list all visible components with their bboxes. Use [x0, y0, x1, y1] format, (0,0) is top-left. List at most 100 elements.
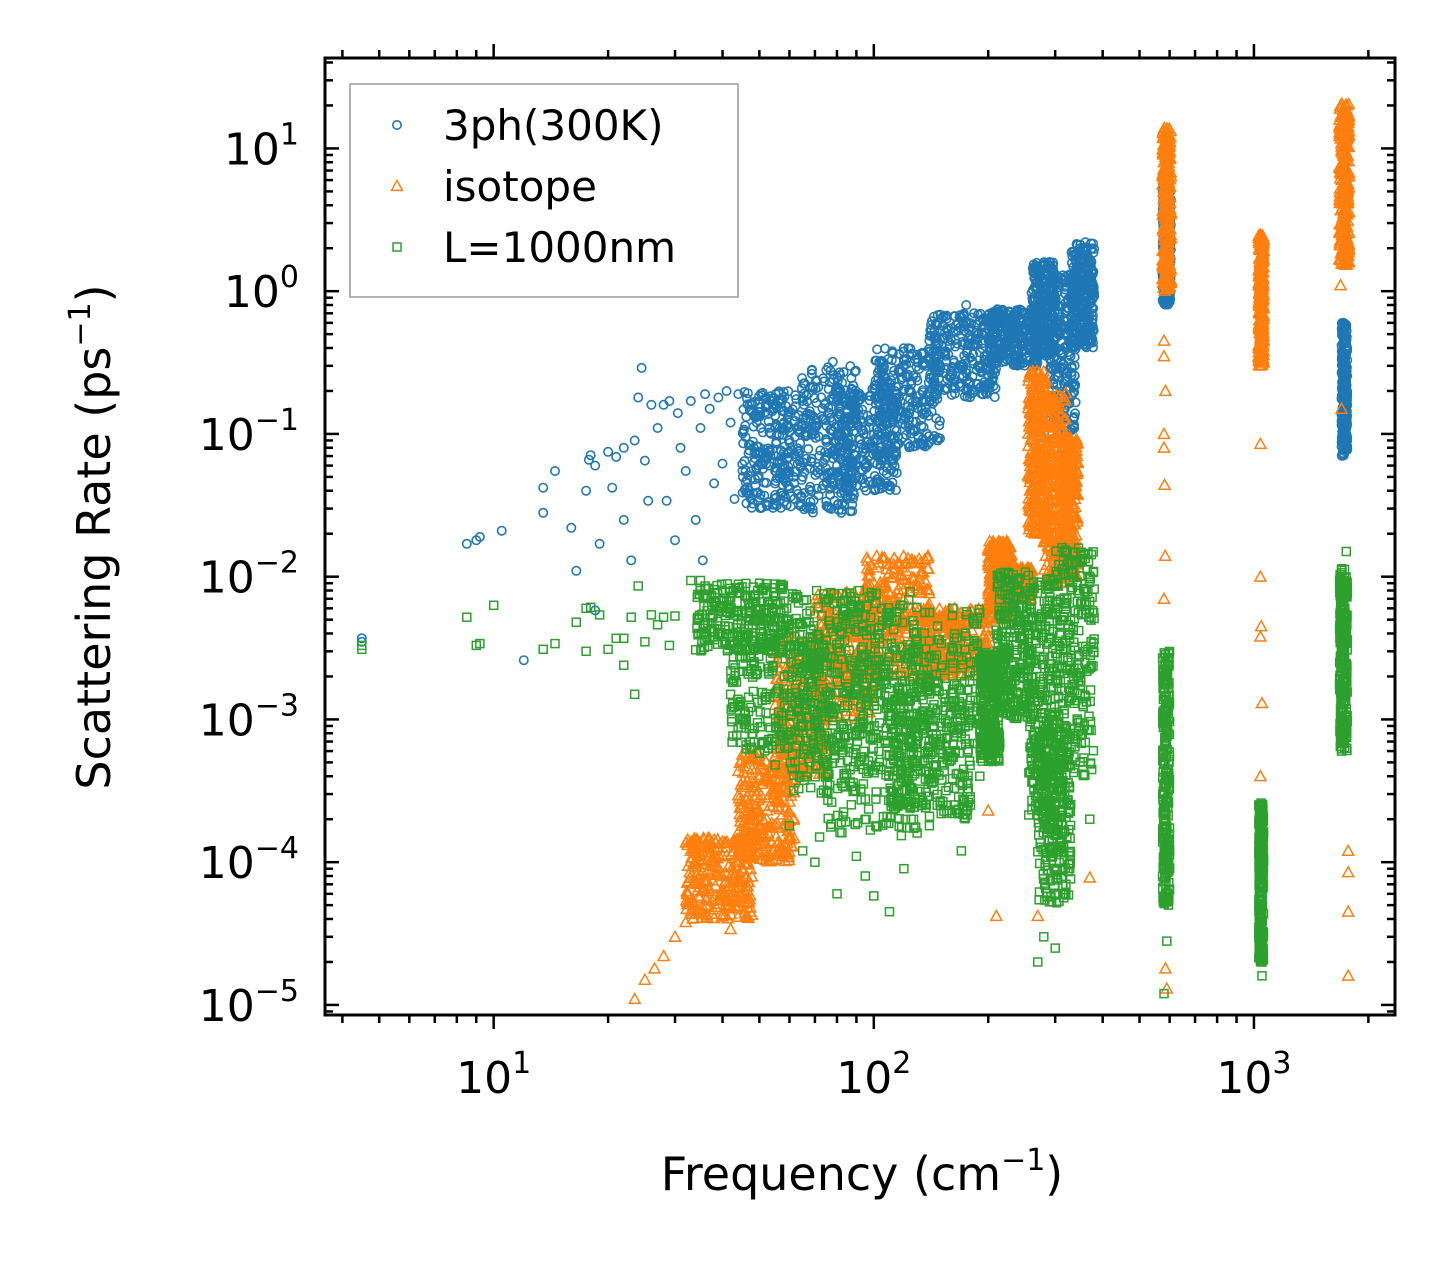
- circle-marker: [806, 453, 817, 464]
- circle-marker: [841, 407, 852, 418]
- circle-marker: [903, 420, 914, 431]
- circle-marker: [860, 459, 871, 470]
- circle-marker: [825, 412, 836, 423]
- circle-marker: [889, 365, 900, 376]
- circle-marker: [771, 473, 782, 484]
- circle-marker: [796, 419, 807, 430]
- circle-marker: [921, 407, 932, 418]
- circle-marker: [760, 406, 771, 417]
- circle-marker: [949, 388, 960, 399]
- circle-marker: [969, 308, 980, 319]
- circle-marker: [987, 353, 998, 364]
- circle-marker: [934, 420, 945, 431]
- circle-marker: [838, 393, 849, 404]
- circle-marker: [848, 426, 859, 437]
- circle-marker: [840, 414, 851, 425]
- circle-marker: [806, 368, 817, 379]
- circle-marker: [880, 434, 891, 445]
- circle-marker: [798, 412, 809, 423]
- circle-marker: [904, 394, 915, 405]
- circle-marker: [757, 463, 768, 474]
- circle-marker: [770, 410, 781, 421]
- circle-marker: [778, 447, 789, 458]
- circle-marker: [871, 424, 882, 435]
- circle-marker: [837, 438, 848, 449]
- circle-marker: [887, 416, 898, 427]
- circle-marker: [839, 499, 850, 510]
- circle-marker: [746, 502, 757, 513]
- circle-marker: [796, 490, 807, 501]
- circle-marker: [815, 445, 826, 456]
- circle-marker: [981, 380, 992, 391]
- circle-marker: [1014, 315, 1025, 326]
- circle-marker: [755, 388, 766, 399]
- circle-marker: [752, 495, 763, 506]
- circle-marker: [847, 493, 858, 504]
- circle-marker: [822, 501, 833, 512]
- circle-marker: [779, 491, 790, 502]
- circle-marker: [919, 409, 930, 420]
- circle-marker: [940, 350, 951, 361]
- circle-marker: [1011, 353, 1022, 364]
- circle-marker: [926, 319, 937, 330]
- circle-marker: [737, 487, 748, 498]
- circle-marker: [962, 345, 973, 356]
- circle-marker: [806, 364, 817, 375]
- circle-marker: [745, 439, 756, 450]
- circle-marker: [968, 384, 979, 395]
- circle-marker: [845, 399, 856, 410]
- circle-marker: [885, 464, 896, 475]
- circle-marker: [742, 388, 753, 399]
- circle-marker: [818, 457, 829, 468]
- circle-marker: [894, 367, 905, 378]
- circle-marker: [876, 376, 887, 387]
- circle-marker: [879, 371, 890, 382]
- circle-marker: [872, 344, 883, 355]
- circle-marker: [941, 356, 952, 367]
- circle-marker: [992, 306, 1003, 317]
- circle-marker: [957, 364, 968, 375]
- circle-marker: [926, 316, 937, 327]
- circle-marker: [1009, 338, 1020, 349]
- circle-marker: [797, 395, 808, 406]
- circle-marker: [967, 355, 978, 366]
- circle-marker: [763, 416, 774, 427]
- circle-marker: [857, 473, 868, 484]
- circle-marker: [741, 487, 752, 498]
- circle-marker: [885, 481, 896, 492]
- circle-marker: [861, 485, 872, 496]
- circle-marker: [932, 435, 943, 446]
- circle-marker: [932, 339, 943, 350]
- circle-marker: [783, 407, 794, 418]
- circle-marker: [940, 345, 951, 356]
- circle-marker: [818, 480, 829, 491]
- circle-marker: [883, 354, 894, 365]
- circle-marker: [809, 465, 820, 476]
- circle-marker: [963, 383, 974, 394]
- circle-marker: [939, 333, 950, 344]
- circle-marker: [941, 330, 952, 341]
- circle-marker: [905, 441, 916, 452]
- circle-marker: [928, 360, 939, 371]
- circle-marker: [757, 427, 768, 438]
- circle-marker: [860, 424, 871, 435]
- circle-marker: [934, 415, 945, 426]
- circle-marker: [906, 379, 917, 390]
- circle-marker: [824, 448, 835, 459]
- circle-marker: [869, 457, 880, 468]
- circle-marker: [927, 433, 938, 444]
- circle-marker: [905, 424, 916, 435]
- circle-marker: [840, 474, 851, 485]
- circle-marker: [928, 391, 939, 402]
- circle-marker: [738, 438, 749, 449]
- circle-marker: [871, 477, 882, 488]
- series-layer: [356, 96, 1356, 1005]
- circle-marker: [877, 447, 888, 458]
- circle-marker: [859, 478, 870, 489]
- circle-marker: [898, 343, 909, 354]
- circle-marker: [983, 323, 994, 334]
- circle-marker: [972, 339, 983, 350]
- circle-marker: [771, 436, 782, 447]
- circle-marker: [737, 459, 748, 470]
